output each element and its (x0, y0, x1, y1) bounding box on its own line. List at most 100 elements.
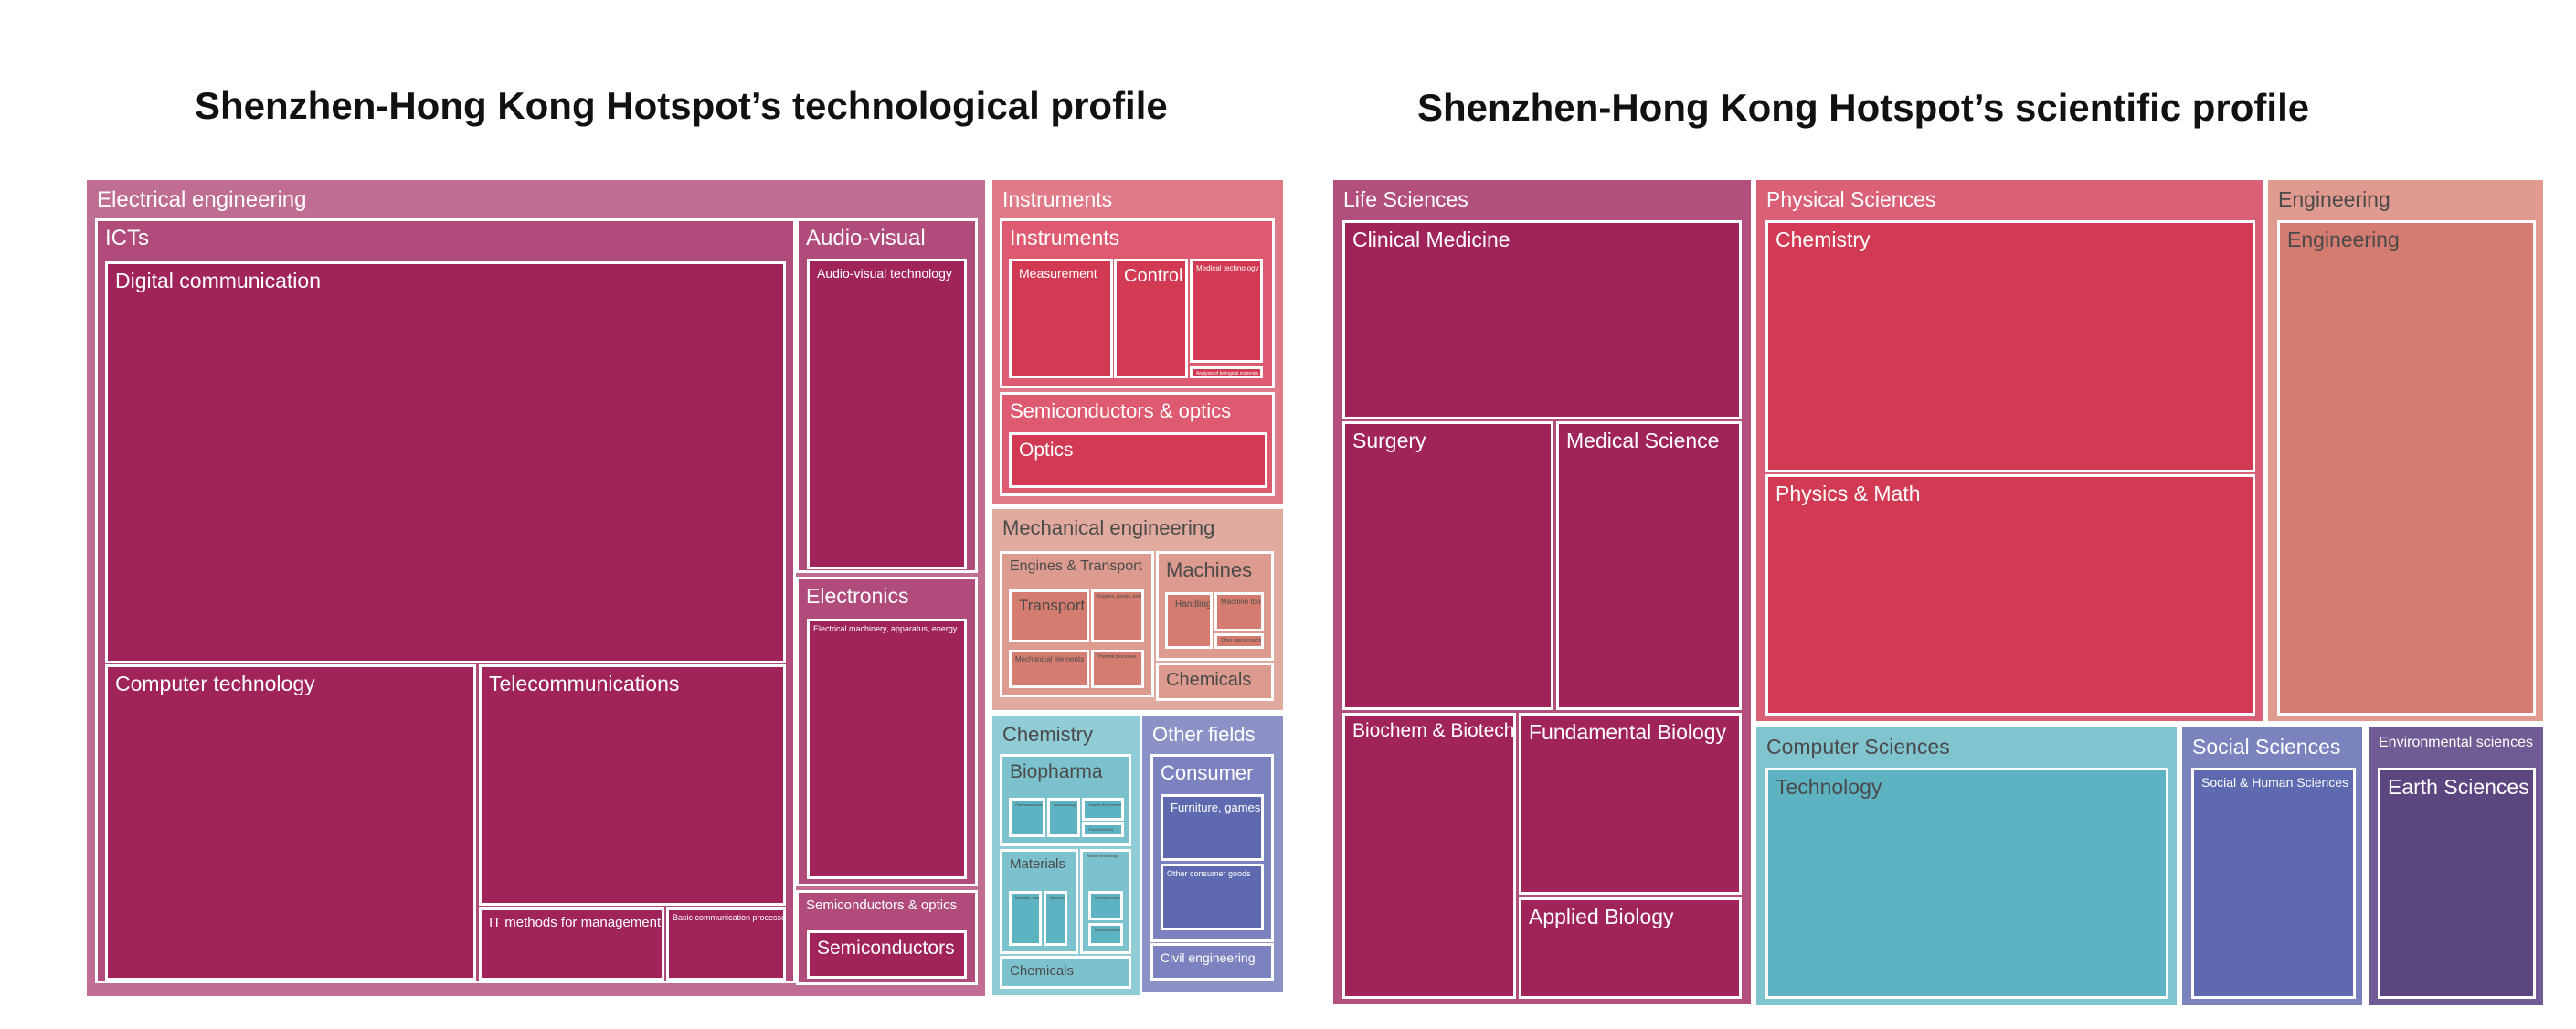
other-special-machines-label: Other special machines (1221, 638, 1264, 643)
clinical-medicine-label: Clinical Medicine (1352, 228, 1511, 251)
applied-biology-label: Applied Biology (1529, 905, 1674, 928)
computer-technology-label: Computer technology (115, 672, 315, 695)
consumer-group-label: Consumer (1161, 761, 1254, 784)
transport: Transport (1009, 589, 1089, 642)
furniture-games-label: Furniture, games (1171, 801, 1261, 814)
earth-sciences-label: Earth Sciences (2388, 775, 2529, 799)
control: Control (1114, 259, 1188, 378)
engineering: Engineering (2277, 220, 2536, 716)
chemistry-science: Chemistry (1765, 220, 2255, 472)
medical-technology: Medical technology (1190, 259, 1263, 363)
icts-group-label: ICTs (105, 226, 149, 250)
materials-group-label: Materials (1010, 856, 1065, 872)
handling: Handling (1165, 592, 1213, 649)
audio-visual-technology: Audio-visual technology (807, 259, 967, 569)
other-fields-group-label: Other fields (1152, 723, 1256, 746)
life-sciences-group-label: Life Sciences (1343, 187, 1468, 211)
semiconductors-optics-group-2-label: Semiconductors & optics (1010, 399, 1232, 422)
biochem-biotech-label: Biochem & Biotech (1352, 720, 1515, 741)
computer-technology: Computer technology (105, 664, 476, 981)
control-label: Control (1124, 266, 1183, 286)
biotechnology-label: Biotechnology (1054, 802, 1077, 807)
machines-group-label: Machines (1166, 558, 1253, 581)
food-chemistry: Food chemistry (1082, 822, 1124, 837)
analysis-biological-materials-label: Analysis of biological materials (1196, 371, 1259, 377)
digital-communication-label: Digital communication (115, 269, 321, 292)
engines-transport-group-label: Engines & Transport (1010, 558, 1142, 574)
pharmaceuticals-label: Pharmaceuticals (1015, 802, 1043, 807)
audio-visual-technology-label: Audio-visual technology (817, 266, 952, 281)
transport-label: Transport (1019, 597, 1086, 614)
semiconductors-optics-group-1-label: Semiconductors & optics (806, 897, 958, 913)
earth-sciences: Earth Sciences (2378, 768, 2536, 999)
other-consumer-goods-label: Other consumer goods (1167, 869, 1251, 878)
chemicals-chem-label: Chemicals (1010, 963, 1075, 979)
other-special-machines: Other special machines (1214, 633, 1264, 649)
environmental-technology-label: Environmental technology (1095, 928, 1123, 932)
materials-metallurgy: Materials, metallurgy (1009, 891, 1042, 946)
engineering-label: Engineering (2287, 228, 2400, 251)
machine-tools: Machine tools (1214, 592, 1264, 631)
chemical-engineering: Chemical engineering (1088, 891, 1123, 920)
telecommunications-label: Telecommunications (489, 672, 680, 695)
organic-fine-chemistry-label: Organic fine chemistry (1088, 802, 1124, 807)
instruments-group-label: Instruments (1002, 187, 1113, 211)
basic-communication-processes-label: Basic communication processes (673, 913, 786, 922)
pharmaceuticals: Pharmaceuticals (1009, 798, 1045, 837)
semiconductors: Semiconductors (807, 930, 967, 979)
macromolecular-chemistry: Macromolecular chemistry (1044, 891, 1067, 946)
audio-visual-group-label: Audio-visual (806, 226, 926, 250)
thermal-processes-label: Thermal processes (1097, 654, 1137, 660)
materials-metallurgy-label: Materials, metallurgy (1015, 896, 1042, 900)
physical-sciences-group-label: Physical Sciences (1766, 187, 1936, 211)
biotechnology: Biotechnology (1047, 798, 1080, 837)
surgery-label: Surgery (1352, 429, 1426, 452)
social-human-sciences: Social & Human Sciences (2191, 768, 2356, 999)
civil-engineering: Civil engineering (1150, 943, 1274, 981)
computer-sciences-group-label: Computer Sciences (1766, 735, 1950, 758)
medical-science: Medical Science (1556, 421, 1742, 710)
furniture-games: Furniture, games (1161, 794, 1264, 861)
medical-science-label: Medical Science (1566, 429, 1720, 452)
measurement: Measurement (1009, 259, 1113, 378)
mechanical-elements: Mechanical elements (1009, 650, 1089, 688)
civil-engineering-label: Civil engineering (1161, 950, 1256, 965)
physics-math: Physics & Math (1765, 474, 2255, 716)
electrical-machinery: Electrical machinery, apparatus, energy (807, 619, 967, 879)
basic-communication-processes: Basic communication processes (666, 907, 786, 981)
semiconductors-label: Semiconductors (817, 938, 955, 959)
engines-pumps-turbines: Engines, pumps, turbines (1091, 589, 1144, 642)
organic-fine-chemistry: Organic fine chemistry (1082, 798, 1124, 821)
technology: Technology (1765, 768, 2168, 999)
other-consumer-goods: Other consumer goods (1161, 864, 1264, 930)
analysis-biological-materials: Analysis of biological materials (1190, 366, 1263, 378)
chemicals-chem: Chemicals (1000, 956, 1131, 989)
mechanical-engineering-group-label: Mechanical engineering (1002, 516, 1215, 539)
thermal-processes: Thermal processes (1091, 650, 1144, 688)
chemistry-science-label: Chemistry (1776, 228, 1871, 251)
physics-math-label: Physics & Math (1776, 482, 1921, 505)
digital-communication: Digital communication (105, 261, 786, 663)
fundamental-biology-label: Fundamental Biology (1529, 720, 1727, 744)
machine-tools-label: Machine tools (1221, 598, 1264, 606)
food-chemistry-label: Food chemistry (1088, 827, 1114, 832)
mechanical-elements-label: Mechanical elements (1015, 655, 1085, 663)
elec-group-label: Electrical engineering (97, 187, 307, 212)
social-sciences-group-label: Social Sciences (2192, 735, 2341, 758)
environmental-technology: Environmental technology (1088, 923, 1123, 946)
biopharma-group-label: Biopharma (1010, 761, 1103, 782)
surface-technology-label: Surface technology (1087, 854, 1118, 858)
it-methods-management-label: IT methods for management (489, 915, 662, 930)
macromolecular-chemistry-label: Macromolecular chemistry (1050, 896, 1066, 900)
instruments-subgroup-label: Instruments (1010, 226, 1120, 249)
optics: Optics (1009, 432, 1267, 488)
chemical-engineering-label: Chemical engineering (1095, 896, 1122, 900)
fundamental-biology: Fundamental Biology (1519, 713, 1742, 895)
electrical-machinery-label: Electrical machinery, apparatus, energy (813, 624, 958, 633)
biochem-biotech: Biochem & Biotech (1342, 713, 1516, 999)
environmental-sciences-group-label: Environmental sciences (2379, 735, 2533, 750)
electronics-group-label: Electronics (806, 584, 909, 608)
it-methods-management: IT methods for management (479, 907, 664, 981)
technology-label: Technology (1776, 775, 1882, 799)
applied-biology: Applied Biology (1519, 897, 1742, 999)
